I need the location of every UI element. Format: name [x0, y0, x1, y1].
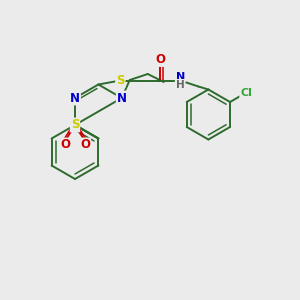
Text: O: O [155, 53, 165, 66]
Text: O: O [80, 139, 90, 152]
Text: S: S [116, 74, 124, 87]
Text: N: N [117, 92, 127, 104]
Text: O: O [60, 139, 70, 152]
Text: N: N [176, 71, 185, 82]
Text: H: H [176, 80, 185, 89]
Text: S: S [71, 118, 79, 131]
Text: N: N [70, 92, 80, 104]
Text: Cl: Cl [240, 88, 252, 98]
